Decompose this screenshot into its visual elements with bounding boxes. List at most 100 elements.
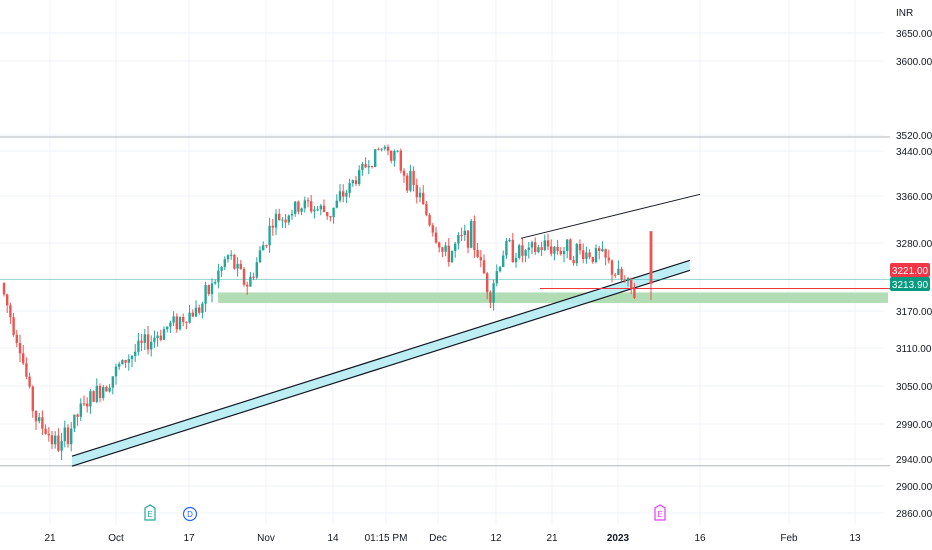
candle-body	[294, 201, 297, 214]
candle-body	[204, 285, 207, 304]
candle-body	[185, 321, 188, 323]
x-tick-label: 01:15 PM	[365, 533, 408, 544]
candle-body	[399, 150, 402, 171]
candle-body	[114, 366, 118, 377]
candle-body	[34, 410, 38, 422]
candle-body	[402, 170, 406, 176]
candle-body	[441, 247, 444, 252]
candle-body	[255, 262, 258, 278]
candle-body	[502, 255, 505, 268]
candle-body	[60, 441, 63, 451]
time-axis[interactable]: 21 Oct 17 Nov 14 01:15 PM Dec 12 21 2023 16 Feb 13	[44, 533, 861, 544]
candle-body	[335, 200, 338, 208]
x-tick-label: Nov	[257, 533, 275, 544]
candle-body	[102, 386, 105, 398]
candle-body	[153, 337, 156, 342]
event-marker-e[interactable]: E	[144, 504, 156, 521]
candle-body	[553, 246, 556, 254]
last-price-label-bg	[890, 277, 930, 291]
candle-body	[50, 435, 54, 445]
event-label: E	[657, 510, 662, 519]
candle-body	[454, 243, 457, 251]
candle-body	[156, 335, 159, 338]
y-tick-label: 3440.00	[896, 147, 932, 158]
candle-body	[86, 403, 89, 407]
candle-body	[428, 215, 431, 226]
candle-body	[537, 247, 540, 252]
candle-body	[617, 268, 620, 275]
support-zone	[218, 292, 888, 303]
candle-body	[41, 417, 44, 429]
price-labels: 3221.00 3213.90	[890, 263, 930, 291]
candle-body	[159, 335, 162, 340]
candle-body	[540, 247, 543, 250]
candle-body	[281, 219, 284, 221]
candle-body	[450, 250, 454, 263]
horizontal-levels	[0, 136, 890, 467]
candle-body	[438, 242, 441, 248]
candle-body	[457, 235, 460, 244]
candle-body	[242, 268, 246, 285]
candle-body	[550, 246, 553, 254]
candle-body	[130, 355, 134, 360]
candle-body	[489, 292, 492, 303]
candle-body	[633, 288, 636, 298]
candle-body	[607, 257, 610, 261]
candle-body	[364, 163, 367, 168]
candle-body	[38, 417, 41, 422]
candle-body	[268, 225, 271, 246]
candle-body	[505, 240, 508, 256]
event-marker-d[interactable]: D	[182, 506, 198, 522]
candle-body	[492, 283, 495, 303]
candle-body	[377, 149, 380, 151]
channel-upper-line	[71, 259, 691, 457]
candle-body	[582, 250, 585, 260]
candle-body	[623, 279, 626, 282]
candle-body	[108, 387, 111, 392]
candle-body	[79, 403, 82, 417]
candle-body	[338, 191, 342, 201]
candle-body	[543, 240, 546, 250]
candle-body	[166, 326, 169, 330]
candle-body	[124, 360, 127, 363]
candle-body	[127, 359, 130, 363]
x-tick-label: 13	[849, 533, 861, 544]
candle-body	[28, 376, 31, 387]
event-marker-e[interactable]: E	[654, 504, 666, 521]
x-tick-label: 21	[44, 533, 56, 544]
candle-body	[396, 150, 399, 152]
candle-body	[447, 245, 450, 263]
candle-body	[70, 428, 73, 445]
candle-body	[482, 260, 486, 274]
candle-body	[258, 250, 262, 263]
trend-channel	[71, 193, 701, 467]
candle-body	[434, 232, 438, 243]
y-tick-label: 3600.00	[896, 57, 932, 68]
candle-body	[575, 243, 578, 264]
candle-body	[585, 252, 588, 260]
candle-body	[380, 148, 383, 150]
candle-body	[386, 146, 390, 151]
candle-body	[137, 340, 140, 352]
y-tick-label: 2940.00	[896, 455, 932, 466]
ref-price-label: 3221.00	[892, 266, 929, 277]
candle-body	[594, 248, 598, 263]
candle-body	[460, 235, 463, 237]
candle-body	[140, 340, 143, 343]
candle-body	[572, 260, 575, 264]
candle-body	[54, 435, 57, 445]
candle-body	[316, 209, 319, 211]
candle-body	[233, 254, 236, 269]
candle-body	[169, 322, 172, 327]
price-lines	[0, 279, 890, 289]
event-label: E	[147, 510, 152, 519]
candle-body	[530, 242, 534, 248]
candle-body	[332, 207, 335, 218]
price-axis[interactable]: INR 3650.00 3600.00 3520.00 3440.00 3360.00 3…	[896, 8, 932, 520]
candle-body	[374, 149, 377, 168]
candle-body	[191, 312, 194, 317]
candle-body	[425, 203, 428, 216]
candle-body	[31, 386, 34, 411]
